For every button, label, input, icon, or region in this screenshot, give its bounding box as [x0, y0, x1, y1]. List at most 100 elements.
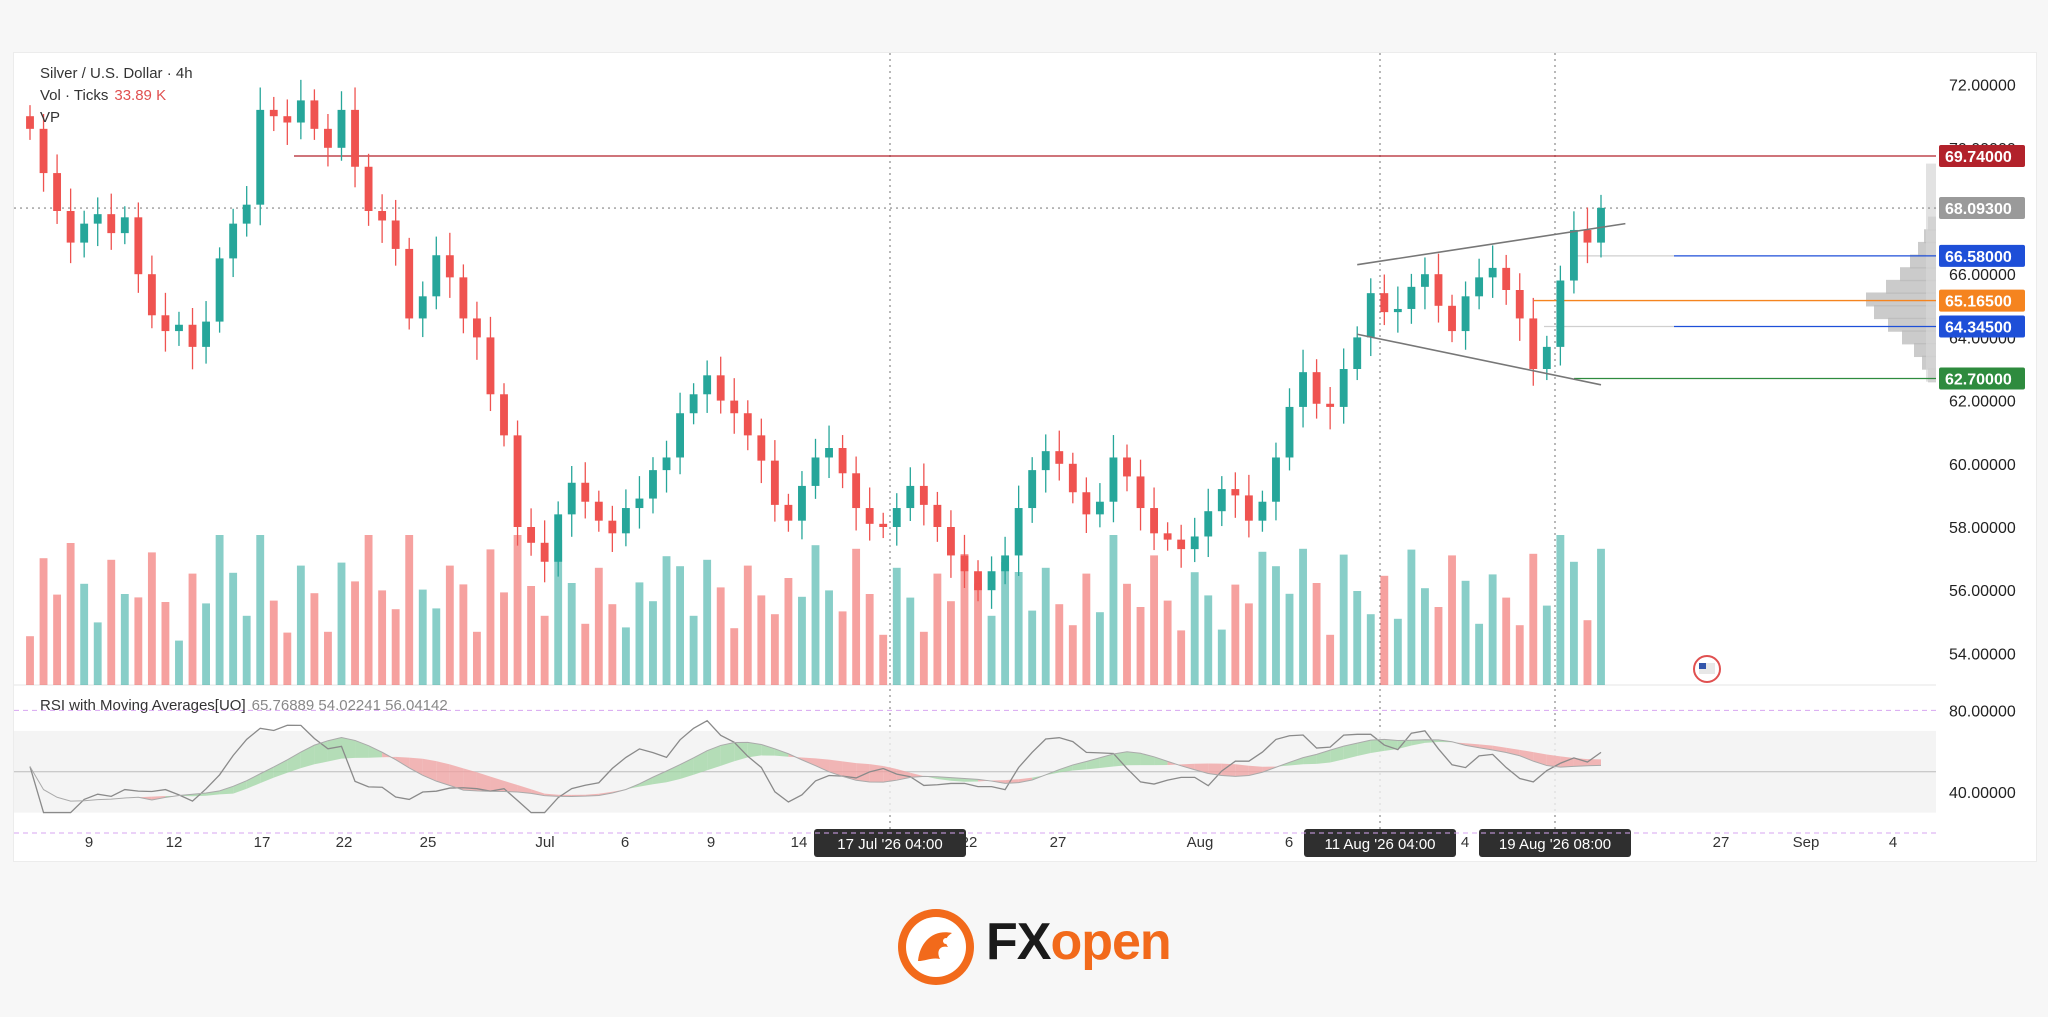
candle-body — [93, 214, 102, 224]
rsi-ma-fill — [409, 757, 423, 776]
volume-bar — [418, 589, 427, 685]
candle-body — [378, 211, 387, 221]
trendline-lower — [1357, 333, 1602, 386]
price-label: 66.58000 — [1945, 249, 2012, 266]
rsi-ma-fill — [707, 745, 721, 771]
volume-bar — [161, 602, 170, 685]
volume-profile-bar — [1874, 305, 1936, 320]
candle-body — [621, 508, 630, 534]
volume-bar — [1217, 629, 1226, 685]
x-tick-label: 22 — [336, 834, 353, 851]
volume-bar — [689, 615, 698, 685]
candle-body — [865, 508, 874, 524]
volume-bar — [364, 535, 373, 685]
volume-bar — [1068, 625, 1077, 685]
candle-body — [1082, 492, 1091, 515]
candle-body — [594, 501, 603, 521]
candle-body — [256, 109, 265, 205]
rsi-ma-fill — [734, 742, 748, 762]
candle-body — [757, 435, 766, 461]
volume-bar — [351, 581, 359, 685]
volume-bar — [1272, 566, 1280, 685]
rsi-ma-fill — [1492, 745, 1507, 753]
volume-bar — [66, 543, 75, 685]
rsi-ma-fill — [1221, 763, 1236, 777]
price-label-bg — [1939, 289, 2025, 312]
chart-panel[interactable]: 72.0000070.0000066.0000064.0000062.00000… — [13, 52, 2037, 862]
volume-bar — [743, 565, 752, 685]
rsi-ma-fill — [327, 737, 342, 762]
volume-bar — [39, 558, 48, 685]
volume-bar — [459, 584, 468, 685]
rsi-ma-fill — [287, 752, 301, 773]
rsi-legend: RSI with Moving Averages[UO] 65.76889 54.… — [40, 697, 448, 714]
price-label-bg — [1939, 244, 2025, 267]
price-label-bg — [1939, 197, 2025, 220]
candle-body — [1204, 511, 1213, 537]
rsi-ma-fill — [1208, 763, 1222, 776]
candle-body — [1299, 372, 1307, 407]
candle-body — [906, 485, 915, 509]
volume-value: 33.89 K — [114, 87, 167, 104]
price-chart[interactable]: 72.0000070.0000066.0000064.0000062.00000… — [14, 53, 2036, 861]
rsi-values: 65.76889 54.02241 56.04142 — [251, 697, 448, 714]
candle-body — [1014, 508, 1023, 556]
volume-bar — [391, 609, 400, 685]
volume-bar — [229, 572, 238, 685]
candle-body — [1542, 346, 1551, 369]
candle-body — [1217, 489, 1226, 512]
candle-body — [432, 255, 441, 297]
rsi-ma-fill — [1424, 739, 1439, 743]
volume-bar — [147, 552, 156, 685]
price-label: 64.34500 — [1945, 319, 2012, 336]
candle-body — [1041, 451, 1050, 471]
volume-bar — [120, 594, 129, 685]
x-tick-label: 12 — [166, 834, 183, 851]
rsi-ma-fill — [233, 780, 247, 794]
volume-bar — [1285, 593, 1294, 685]
rsi-ma-fill — [869, 764, 884, 783]
volume-bar — [527, 586, 536, 685]
rsi-ma-fill — [517, 785, 532, 794]
volume-bar — [283, 632, 292, 685]
volume-bar — [1393, 618, 1402, 685]
candle-body — [527, 527, 536, 543]
candle-body — [933, 504, 942, 527]
candle-body — [676, 413, 684, 458]
volume-profile-bar — [1888, 317, 1936, 332]
candle-body — [1177, 539, 1186, 550]
rsi-ma-fill — [1479, 744, 1493, 751]
rsi-ma-fill — [219, 786, 234, 795]
x-tick-label: 27 — [1050, 834, 1067, 851]
candle-body — [635, 498, 644, 509]
volume-bar — [1028, 610, 1037, 685]
candle-body — [1583, 229, 1592, 243]
brand-name: FXopen — [986, 913, 1172, 971]
volume-bar — [1475, 623, 1484, 685]
candle-body — [310, 100, 319, 129]
volume-bar — [93, 622, 102, 685]
candle-body — [405, 248, 414, 319]
candle-body — [987, 571, 996, 591]
candle-body — [1393, 308, 1402, 313]
volume-bar — [1190, 572, 1199, 685]
rsi-ma-fill — [801, 757, 816, 766]
candle-body — [39, 128, 48, 174]
volume-bar — [1082, 573, 1091, 685]
rsi-ma-fill — [829, 759, 843, 777]
y-tick-label: 54.00000 — [1949, 646, 2016, 663]
volume-bar — [242, 615, 251, 685]
candle-body — [1475, 277, 1484, 297]
candle-body — [1123, 457, 1131, 477]
rsi-ma-fill — [1546, 754, 1561, 768]
volume-bar — [1177, 630, 1186, 685]
candle-body — [947, 527, 955, 556]
x-tick-label: 14 — [791, 834, 808, 851]
candle-body — [1515, 290, 1524, 319]
candle-body — [215, 258, 224, 322]
rsi-ma-fill — [1099, 754, 1114, 768]
candle-body — [1339, 369, 1348, 407]
volume-bar — [1407, 549, 1416, 685]
rsi-ma-fill — [639, 777, 653, 787]
rsi-ma-fill — [341, 737, 356, 759]
